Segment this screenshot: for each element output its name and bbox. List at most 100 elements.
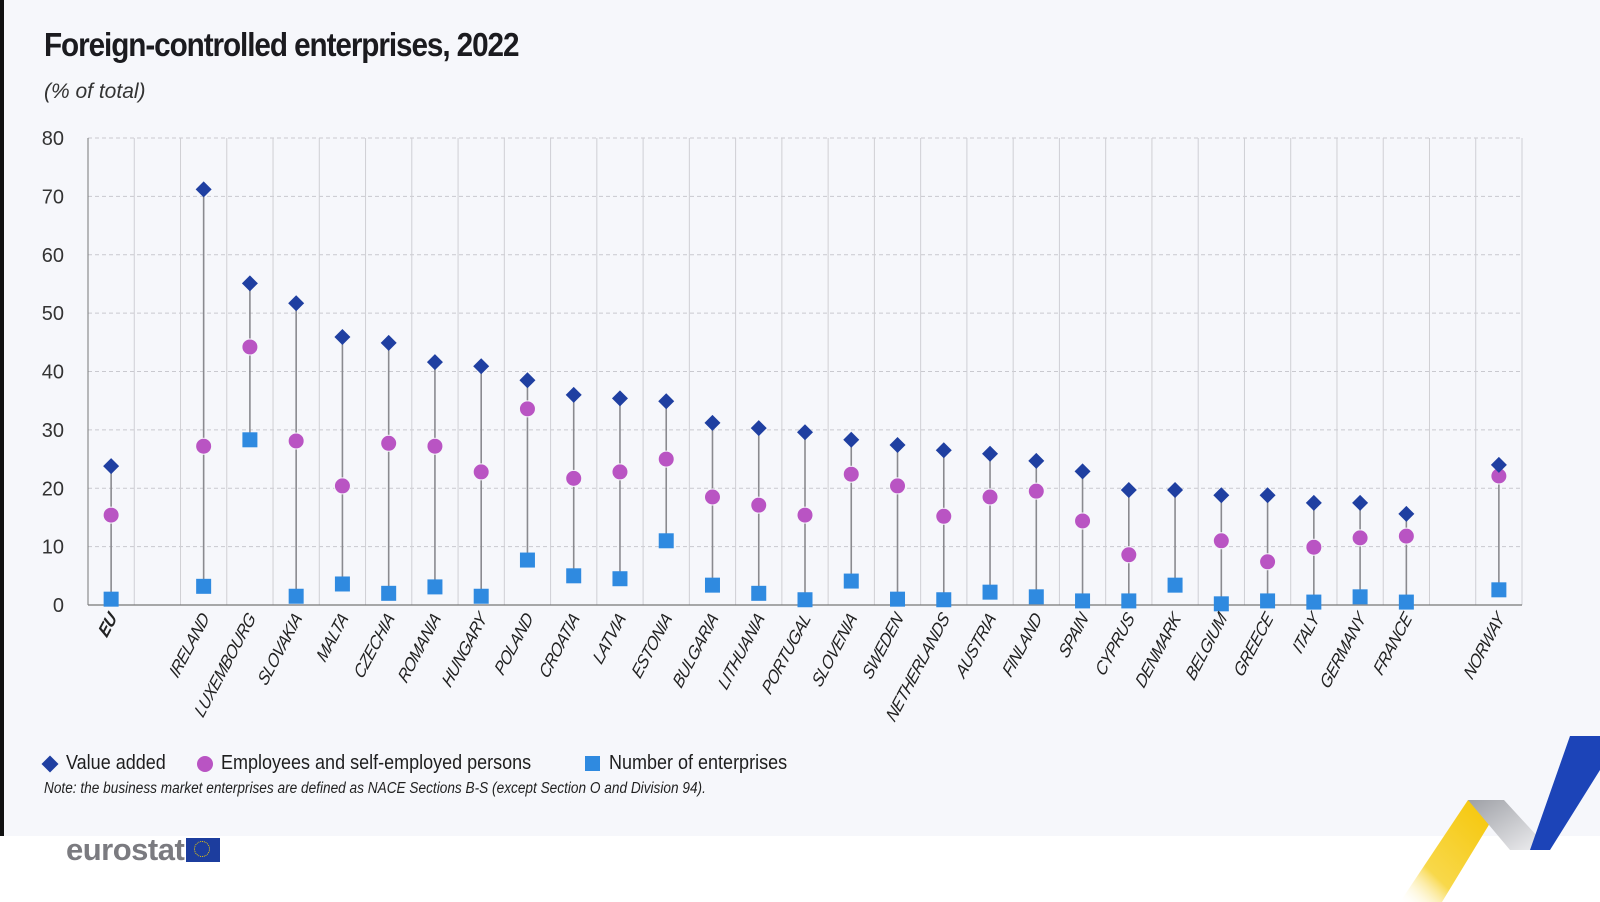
eurostat-logo[interactable]: eurostat: [66, 832, 221, 868]
point-value-added-slovakia: [288, 295, 305, 312]
x-tick-label-estonia: ESTONIA: [628, 608, 676, 682]
point-value-added-hungary: [473, 358, 490, 375]
x-tick-label-slovenia: SLOVENIA: [808, 608, 861, 691]
x-tick-label-poland: POLAND: [490, 608, 536, 679]
point-enterprises-france: [1398, 594, 1414, 610]
point-enterprises-croatia: [566, 568, 582, 584]
point-value-added-austria: [982, 445, 999, 462]
point-enterprises-finland: [1028, 589, 1044, 605]
point-value-added-denmark: [1167, 482, 1184, 499]
y-tick-label: 80: [42, 128, 64, 150]
x-tick-label-germany: GERMANY: [1316, 607, 1370, 693]
stems: [110, 189, 1500, 604]
point-value-added-latvia: [611, 390, 628, 407]
point-value-added-ireland: [195, 181, 212, 198]
point-enterprises-malta: [334, 576, 350, 592]
point-value-added-lithuania: [750, 420, 767, 437]
legend: Value added Employees and self-employed …: [41, 752, 827, 775]
legend-label: Employees and self-employed persons: [220, 752, 532, 774]
x-tick-label-austria: AUSTRIA: [951, 608, 999, 682]
chart-plot: 0 10 20 30 40 50 60 70 80 EU IRELANDLUXEMBOURGSLO…: [42, 128, 1523, 726]
chart-panel: [0, 0, 1600, 836]
x-tick-label-finland: FINLAND: [998, 608, 1045, 681]
y-tick-label: 0: [53, 595, 64, 617]
point-value-added-belgium: [1213, 487, 1230, 504]
x-tick-label-belgium: BELGIUM: [1182, 607, 1231, 684]
point-enterprises-cyprus: [1121, 593, 1137, 609]
point-employees-germany: [1351, 529, 1369, 547]
point-value-added-portugal: [797, 424, 813, 441]
y-tick-label: 40: [42, 362, 64, 384]
y-tick-label: 10: [42, 537, 64, 559]
point-employees-austria: [981, 488, 999, 506]
y-tick-label: 60: [42, 245, 64, 267]
x-tick-label-spain: SPAIN: [1055, 607, 1093, 662]
point-value-added-cyprus: [1120, 482, 1137, 499]
circle-icon: [196, 755, 213, 772]
square-icon: [585, 756, 601, 771]
point-enterprises-italy: [1306, 594, 1322, 610]
x-tick-label-denmark: DENMARK: [1131, 607, 1185, 692]
point-enterprises-poland: [519, 552, 535, 568]
x-tick-label-sweden: SWEDEN: [858, 607, 907, 683]
point-employees-cyprus: [1120, 546, 1138, 564]
ribbon-decoration-icon: [1400, 736, 1600, 902]
legend-item-value-added[interactable]: Value added: [41, 752, 177, 775]
x-tick-label-cyprus: CYPRUS: [1091, 607, 1138, 679]
left-border: [0, 0, 4, 836]
point-value-added-germany: [1352, 494, 1369, 511]
point-employees-italy: [1305, 538, 1323, 556]
point-enterprises-austria: [982, 584, 998, 600]
x-tick-label-norway: NORWAY: [1460, 607, 1509, 684]
point-employees-latvia: [611, 463, 629, 481]
point-employees-slovenia: [842, 465, 860, 483]
grid: [87, 137, 1523, 606]
point-value-added-croatia: [565, 386, 582, 403]
point-employees-portugal: [796, 506, 814, 524]
y-tick-label: 30: [42, 420, 64, 442]
point-value-added-czechia: [380, 334, 397, 351]
x-tick-label-eu: EU: [94, 607, 120, 641]
y-tick-label: 50: [42, 303, 64, 325]
point-enterprises-slovenia: [843, 573, 859, 589]
point-enterprises-ireland: [196, 578, 212, 594]
point-employees-romania: [426, 437, 444, 455]
y-tick-label: 70: [42, 186, 64, 208]
point-value-added-eu: [103, 458, 120, 475]
point-employees-finland: [1027, 482, 1045, 500]
point-enterprises-bulgaria: [704, 577, 720, 593]
x-tick-label-czechia: CZECHIA: [350, 608, 398, 682]
point-enterprises-germany: [1352, 589, 1368, 605]
y-axis: 0 10 20 30 40 50 60 70 80: [42, 128, 64, 617]
legend-item-enterprises[interactable]: Number of enterprises: [585, 752, 807, 775]
point-enterprises-lithuania: [751, 585, 767, 601]
point-employees-slovakia: [287, 432, 305, 450]
point-enterprises-romania: [427, 579, 443, 595]
point-value-added-greece: [1259, 487, 1276, 504]
point-value-added-sweden: [889, 437, 906, 454]
logo-text: eurostat: [66, 832, 185, 867]
point-value-added-netherlands: [935, 442, 952, 459]
x-tick-label-hungary: HUNGARY: [438, 607, 492, 692]
chart-title: Foreign-controlled enterprises, 2022: [44, 26, 520, 63]
point-enterprises-spain: [1075, 593, 1091, 609]
point-enterprises-greece: [1260, 593, 1276, 609]
point-employees-bulgaria: [703, 488, 721, 506]
point-employees-czechia: [380, 434, 398, 452]
point-value-added-poland: [519, 372, 536, 389]
point-enterprises-luxembourg: [242, 432, 258, 448]
point-enterprises-norway: [1491, 582, 1507, 598]
point-enterprises-estonia: [658, 533, 674, 549]
x-tick-label-france: FRANCE: [1369, 607, 1416, 679]
x-tick-label-malta: MALTA: [312, 608, 351, 666]
diamond-icon: [41, 755, 59, 772]
x-tick-label-slovakia: SLOVAKIA: [254, 608, 306, 689]
legend-item-employees[interactable]: Employees and self-employed persons: [196, 752, 566, 775]
y-tick-label: 20: [42, 478, 64, 500]
point-enterprises-sweden: [890, 591, 906, 607]
point-value-added-estonia: [658, 393, 675, 410]
point-employees-hungary: [472, 463, 490, 481]
x-tick-label-croatia: CROATIA: [535, 608, 583, 682]
point-value-added-spain: [1074, 463, 1091, 480]
